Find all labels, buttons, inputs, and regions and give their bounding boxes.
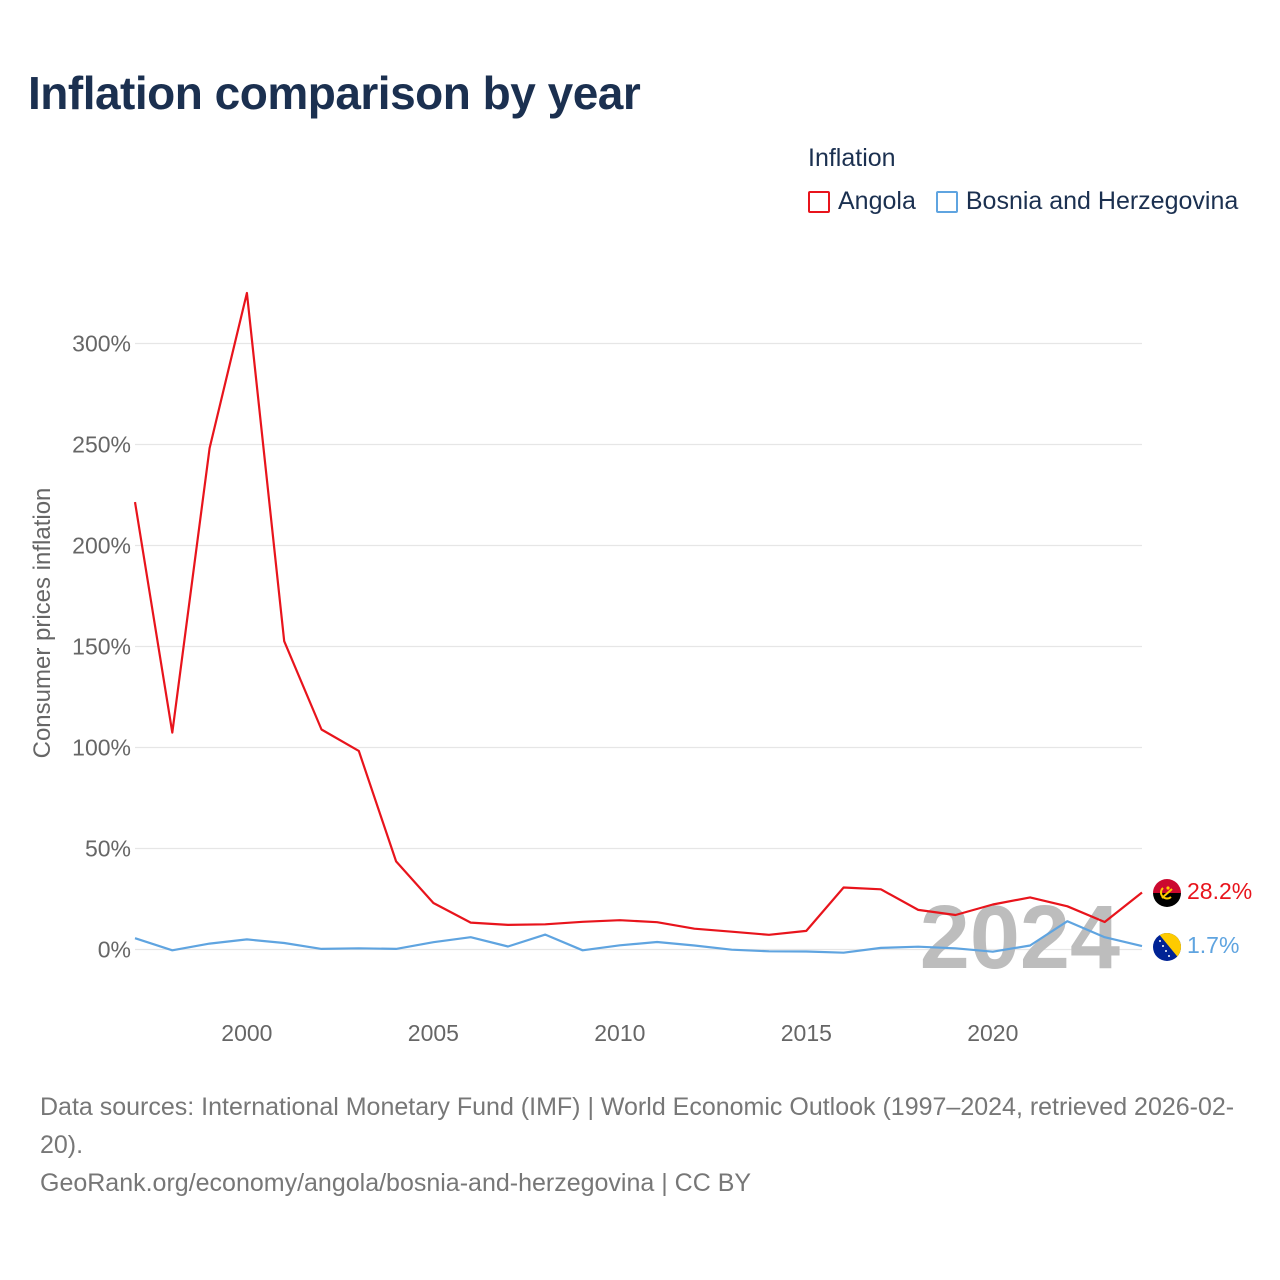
- grid-lines: [135, 342, 1142, 951]
- y-axis-ticks: 0% 50% 100% 150% 200% 250% 300%: [72, 331, 131, 963]
- current-year-watermark: 2024: [920, 888, 1120, 988]
- legend-label-angola: Angola: [838, 187, 916, 215]
- series-line-bosnia[interactable]: [134, 920, 1143, 954]
- y-tick-label: 300%: [72, 331, 131, 357]
- legend-label-bosnia: Bosnia and Herzegovina: [965, 187, 1239, 215]
- data-sources: Data sources: International Monetary Fun…: [40, 1093, 1235, 1159]
- series-line-angola[interactable]: [133, 291, 1143, 936]
- x-tick-label: 2005: [408, 1020, 459, 1046]
- legend-items: Angola Bosnia and Herzegovina: [808, 187, 1238, 216]
- legend-swatch-bosnia: [935, 190, 958, 213]
- x-tick-label: 2010: [594, 1020, 645, 1046]
- legend-item-bosnia[interactable]: Bosnia and Herzegovina: [935, 187, 1239, 216]
- y-axis-label: Consumer prices inflation: [29, 488, 56, 759]
- y-tick-label: 200%: [72, 533, 131, 559]
- footer: Data sources: International Monetary Fun…: [40, 1088, 1250, 1202]
- x-axis-ticks: 2000 2005 2010 2015 2020: [221, 1020, 1018, 1046]
- series-lines: [133, 291, 1143, 954]
- y-tick-label: 50%: [85, 836, 131, 862]
- end-label-angola: 28.2%: [1187, 878, 1252, 904]
- credit-link[interactable]: GeoRank.org/economy/angola/bosnia-and-he…: [40, 1169, 752, 1197]
- x-tick-label: 2015: [781, 1020, 832, 1046]
- x-tick-label: 2000: [221, 1020, 272, 1046]
- legend-item-angola[interactable]: Angola: [808, 187, 916, 216]
- end-label-bosnia: 1.7%: [1187, 932, 1239, 958]
- legend: Inflation Angola Bosnia and Herzegovina: [808, 144, 1238, 216]
- y-tick-label: 0%: [98, 937, 131, 963]
- y-tick-label: 250%: [72, 432, 131, 458]
- y-tick-label: 150%: [72, 634, 131, 660]
- y-tick-label: 100%: [72, 735, 131, 761]
- flag-bosnia-icon: [1153, 933, 1181, 961]
- x-tick-label: 2020: [967, 1020, 1018, 1046]
- chart-title: Inflation comparison by year: [28, 67, 641, 119]
- legend-title: Inflation: [808, 144, 896, 172]
- legend-swatch-angola: [808, 190, 830, 213]
- flag-angola-icon: [1153, 879, 1181, 907]
